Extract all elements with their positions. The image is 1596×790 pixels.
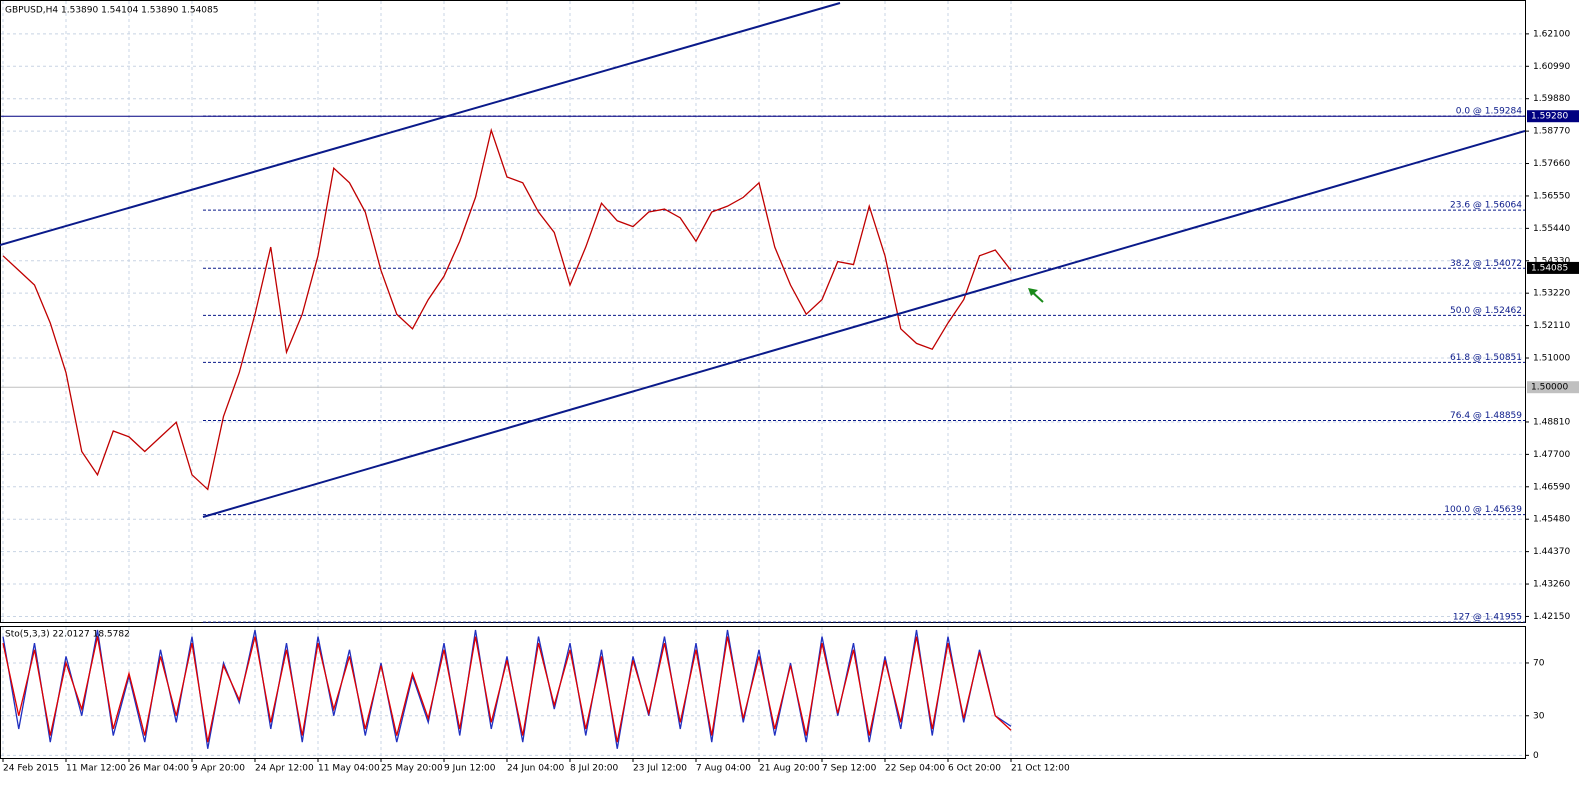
indicator-title: Sto(5,3,3) 22.0127 18.5782 bbox=[5, 630, 130, 640]
fib-label: 76.4 @ 1.48859 bbox=[1450, 411, 1522, 421]
x-tick-label: 9 Apr 20:00 bbox=[192, 764, 245, 774]
x-tick-label: 6 Oct 20:00 bbox=[948, 764, 1001, 774]
y-tick-label: 1.52110 bbox=[1533, 321, 1570, 331]
fib-label: 0.0 @ 1.59284 bbox=[1456, 107, 1523, 117]
series-line bbox=[2, 636, 1012, 743]
y-tick-label: 1.54330 bbox=[1533, 256, 1570, 266]
fib-label: 127 @ 1.41955 bbox=[1453, 613, 1522, 623]
x-tick-label: 24 Jun 04:00 bbox=[507, 764, 564, 774]
stoch-panel-border bbox=[0, 626, 1526, 759]
x-tick-label: 24 Feb 2015 bbox=[3, 764, 59, 774]
price-label-box bbox=[1527, 381, 1579, 394]
x-tick-label: 26 Mar 04:00 bbox=[129, 764, 189, 774]
x-tick-label: 21 Oct 12:00 bbox=[1011, 764, 1070, 774]
y-tick-label: 1.57660 bbox=[1533, 159, 1570, 169]
price-label: 1.50000 bbox=[1531, 383, 1568, 393]
channel-lower bbox=[202, 130, 1526, 518]
y-tick-label: 0 bbox=[1533, 751, 1539, 761]
x-tick-label: 24 Apr 12:00 bbox=[255, 764, 314, 774]
series-line bbox=[2, 127, 1012, 491]
y-tick-label: 1.60990 bbox=[1533, 62, 1570, 72]
x-tick-label: 11 May 04:00 bbox=[318, 764, 380, 774]
x-tick-label: 23 Jul 12:00 bbox=[633, 764, 687, 774]
channel-upper bbox=[0, 2, 841, 246]
price-label-box bbox=[1527, 110, 1579, 123]
y-tick-label: 1.45480 bbox=[1533, 515, 1570, 525]
fib-label: 23.6 @ 1.56064 bbox=[1450, 201, 1522, 211]
fib-label: 50.0 @ 1.52462 bbox=[1450, 306, 1522, 316]
x-tick-label: 8 Jul 20:00 bbox=[570, 764, 619, 774]
y-tick-label: 1.62100 bbox=[1533, 29, 1570, 39]
y-tick-label: 1.43260 bbox=[1533, 580, 1570, 590]
y-tick-label: 1.56550 bbox=[1533, 191, 1570, 201]
y-tick-label: 1.59880 bbox=[1533, 94, 1570, 104]
x-tick-label: 7 Sep 12:00 bbox=[822, 764, 877, 774]
y-tick-label: 1.55440 bbox=[1533, 224, 1570, 234]
fib-label: 61.8 @ 1.50851 bbox=[1450, 353, 1522, 363]
y-tick-label: 1.46590 bbox=[1533, 482, 1570, 492]
price-label: 1.59280 bbox=[1531, 112, 1568, 122]
x-tick-label: 7 Aug 04:00 bbox=[696, 764, 751, 774]
y-tick-label: 1.58770 bbox=[1533, 127, 1570, 137]
y-tick-label: 30 bbox=[1533, 711, 1545, 721]
fib-label: 38.2 @ 1.54072 bbox=[1450, 259, 1522, 269]
x-tick-label: 9 Jun 12:00 bbox=[444, 764, 496, 774]
x-tick-label: 11 Mar 12:00 bbox=[66, 764, 126, 774]
x-tick-label: 25 May 20:00 bbox=[381, 764, 443, 774]
main-panel-border bbox=[0, 0, 1526, 623]
x-tick-label: 22 Sep 04:00 bbox=[885, 764, 945, 774]
y-tick-label: 1.48810 bbox=[1533, 417, 1570, 427]
chart-title: GBPUSD,H4 1.53890 1.54104 1.53890 1.5408… bbox=[5, 6, 218, 16]
y-tick-label: 1.51000 bbox=[1533, 354, 1570, 364]
fib-label: 100.0 @ 1.45639 bbox=[1444, 505, 1522, 515]
y-tick-label: 1.47700 bbox=[1533, 450, 1570, 460]
x-tick-label: 21 Aug 20:00 bbox=[759, 764, 820, 774]
y-tick-label: 70 bbox=[1533, 658, 1545, 668]
price-label-box bbox=[1527, 261, 1579, 274]
y-tick-label: 1.44370 bbox=[1533, 547, 1570, 557]
price-label: 1.54085 bbox=[1531, 263, 1568, 273]
plot-layer: 1.62100 1.60990 1.59880 1.58770 1.57660 1.565… bbox=[1, 1, 1579, 774]
y-tick-label: 1.42150 bbox=[1533, 612, 1570, 622]
y-tick-label: 1.53220 bbox=[1533, 289, 1570, 299]
arrow bbox=[1028, 288, 1044, 303]
